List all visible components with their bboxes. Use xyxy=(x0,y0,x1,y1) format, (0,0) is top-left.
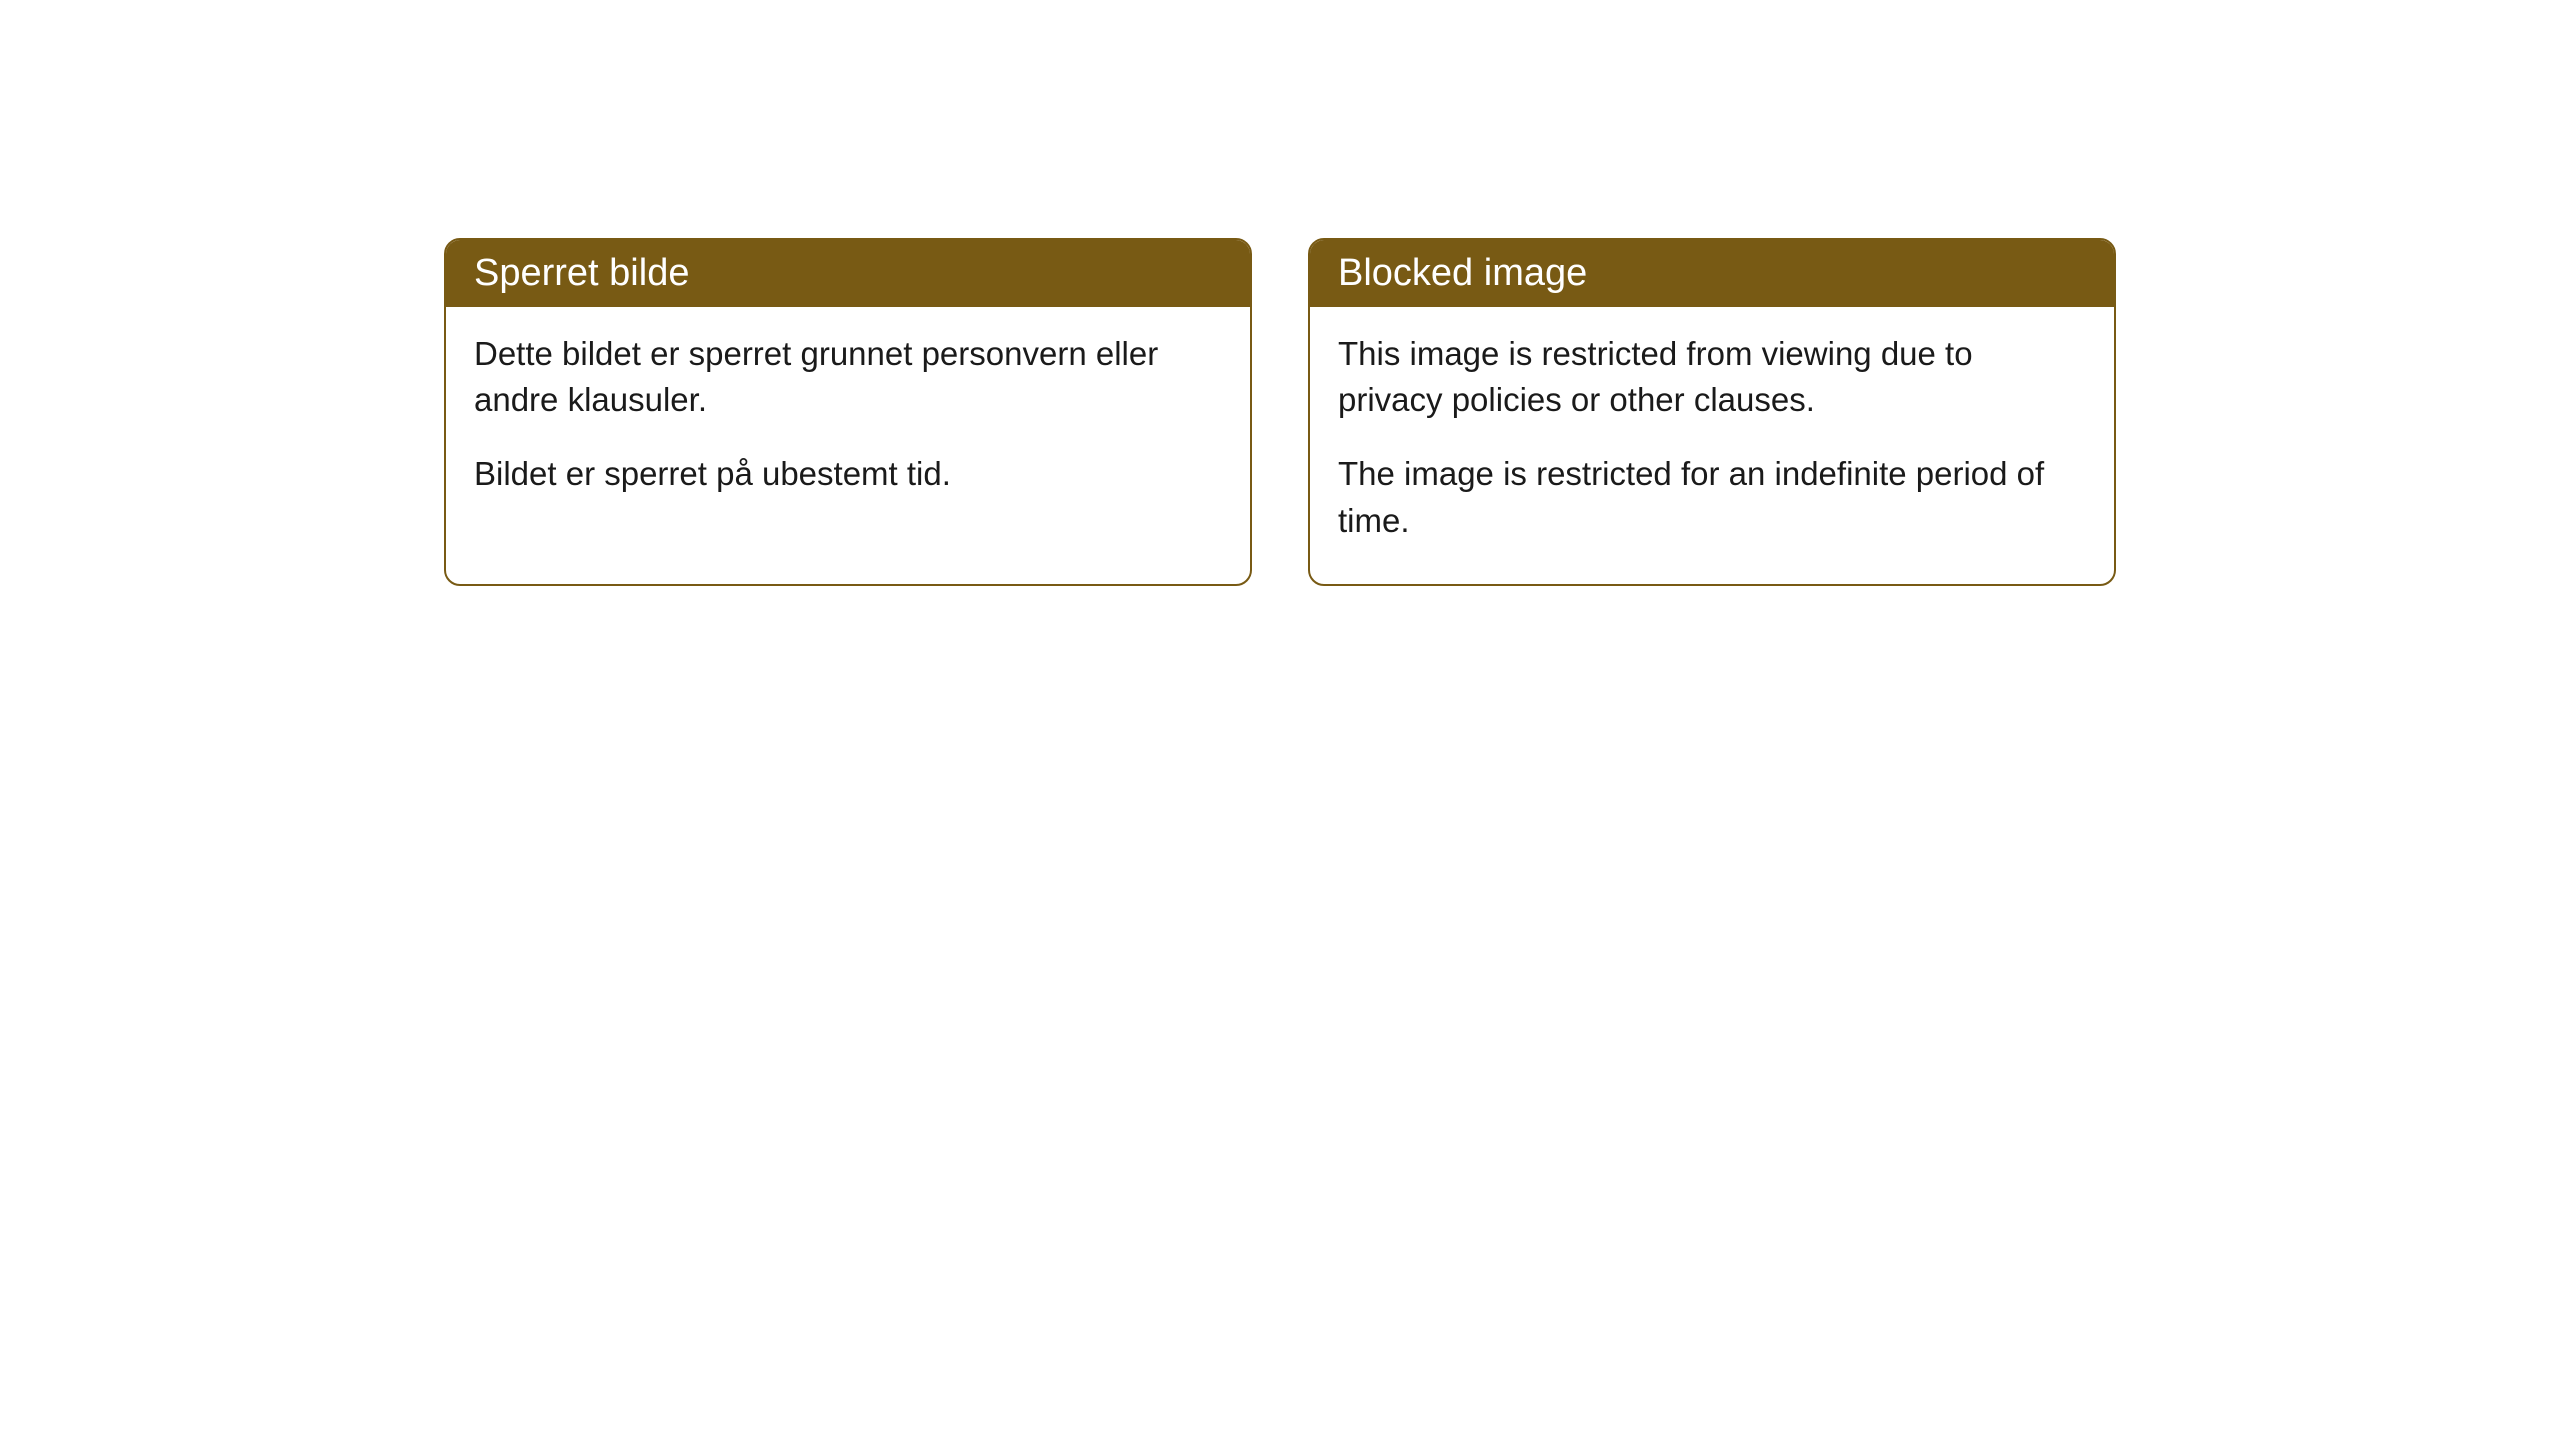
card-paragraph: The image is restricted for an indefinit… xyxy=(1338,451,2086,543)
card-title: Blocked image xyxy=(1338,252,1587,294)
blocked-image-card-norwegian: Sperret bilde Dette bildet er sperret gr… xyxy=(444,238,1252,586)
notice-cards-container: Sperret bilde Dette bildet er sperret gr… xyxy=(444,238,2116,586)
blocked-image-card-english: Blocked image This image is restricted f… xyxy=(1308,238,2116,586)
card-paragraph: Bildet er sperret på ubestemt tid. xyxy=(474,451,1222,497)
card-body: Dette bildet er sperret grunnet personve… xyxy=(446,307,1250,538)
card-header: Sperret bilde xyxy=(446,240,1250,307)
card-paragraph: This image is restricted from viewing du… xyxy=(1338,331,2086,423)
card-body: This image is restricted from viewing du… xyxy=(1310,307,2114,584)
card-header: Blocked image xyxy=(1310,240,2114,307)
card-title: Sperret bilde xyxy=(474,252,689,294)
card-paragraph: Dette bildet er sperret grunnet personve… xyxy=(474,331,1222,423)
